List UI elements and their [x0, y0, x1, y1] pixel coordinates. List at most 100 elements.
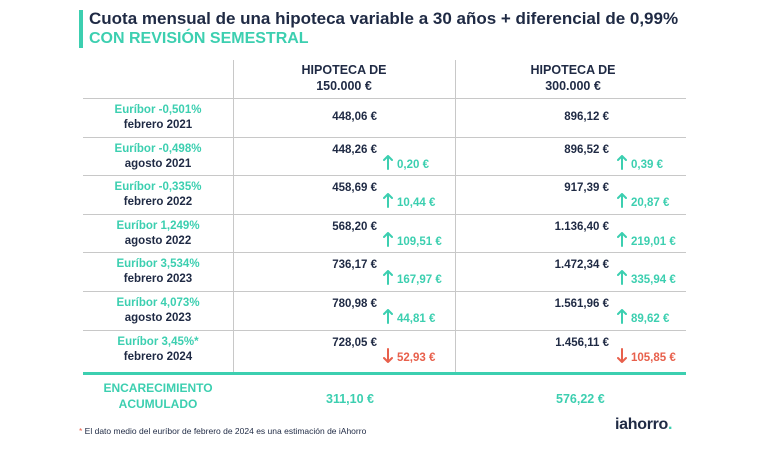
diff-150k-value: 52,93 € — [397, 351, 436, 364]
euribor-rate: Euríbor 4,073% — [116, 297, 200, 309]
table-row: Euríbor -0,501% febrero 2021 448,06 € 896,1… — [83, 99, 686, 137]
table-row: Euríbor 4,073% agosto 2023 780,98 € 44,81 €… — [83, 292, 686, 330]
column-divider — [455, 60, 456, 372]
diff-300k: 0,39 € — [617, 154, 663, 171]
arrow-down-icon — [617, 347, 627, 363]
euribor-cell: Euríbor -0,501% febrero 2021 — [83, 103, 233, 133]
row-divider — [233, 213, 686, 215]
euribor-date: febrero 2021 — [123, 119, 193, 131]
euribor-date: agosto 2021 — [124, 157, 192, 170]
total-label-line1: ENCARECIMIENTO — [103, 381, 213, 395]
diff-150k: 109,51 € — [383, 231, 442, 248]
diff-300k-value: 105,85 € — [631, 351, 676, 364]
diff-150k: 0,20 € — [383, 154, 429, 171]
diff-300k-value: 20,87 € — [631, 197, 670, 210]
diff-150k-value: 0,20 € — [397, 158, 429, 171]
diff-300k-value: 335,94 € — [631, 274, 676, 287]
table-row: Euríbor -0,498% agosto 2021 448,26 € 0,20 €… — [83, 138, 686, 176]
row-divider — [233, 136, 686, 138]
arrow-up-icon — [617, 154, 627, 170]
diff-300k-value: 219,01 € — [631, 235, 676, 248]
total-value-300k: 576,22 € — [556, 392, 605, 406]
euribor-date: agosto 2023 — [124, 312, 192, 324]
quota-150k: 448,26 € — [332, 143, 377, 156]
euribor-cell: Euríbor 3,534% febrero 2023 — [83, 257, 233, 287]
euribor-cell: Euríbor 4,073% agosto 2023 — [83, 296, 233, 326]
row-divider — [83, 329, 233, 331]
quota-300k: 1.561,96 € — [554, 298, 609, 310]
euribor-rate: Euríbor 3,45%* — [117, 335, 199, 348]
table-row: Euríbor 3,45%* febrero 2024 728,05 € 52,93 … — [83, 331, 686, 369]
row-divider — [233, 291, 686, 292]
euribor-date: agosto 2022 — [124, 234, 192, 247]
column-header-line: HIPOTECA DE — [530, 63, 616, 77]
diff-300k-value: 89,62 € — [631, 313, 670, 325]
table-row: Euríbor 1,249% agosto 2022 568,20 € 109,51 … — [83, 215, 686, 253]
euribor-cell: Euríbor 3,45%* febrero 2024 — [83, 335, 233, 365]
euribor-date: febrero 2023 — [123, 273, 193, 286]
row-divider — [83, 136, 233, 138]
row-divider — [83, 175, 233, 177]
arrow-up-icon — [383, 154, 393, 170]
diff-300k: 20,87 € — [617, 193, 669, 209]
column-header-amount: 150.000 € — [316, 79, 372, 93]
euribor-rate: Euríbor 1,249% — [116, 219, 200, 232]
row-divider — [233, 252, 686, 254]
diff-300k: 105,85 € — [617, 347, 676, 364]
quota-150k: 448,06 € — [332, 111, 377, 123]
arrow-down-icon — [383, 347, 393, 363]
euribor-rate: Euríbor -0,498% — [114, 142, 202, 155]
quota-300k: 1.456,11 € — [555, 336, 609, 349]
page-title: Cuota mensual de una hipoteca variable a… — [89, 9, 679, 28]
euribor-rate: Euríbor 3,534% — [116, 258, 200, 271]
iahorro-logo: iahorro. — [615, 416, 672, 434]
logo-text: iahorro — [615, 416, 669, 433]
diff-300k-value: 0,39 € — [631, 158, 663, 171]
arrow-up-icon — [383, 193, 393, 209]
euribor-rate: Euríbor -0,335% — [114, 181, 202, 194]
arrow-up-icon — [617, 193, 627, 209]
column-header-line: HIPOTECA DE — [301, 63, 387, 77]
row-divider — [83, 213, 233, 215]
row-divider — [83, 252, 233, 254]
euribor-cell: Euríbor -0,335% febrero 2022 — [83, 180, 233, 210]
footnote-text: El dato medio del euríbor de febrero de … — [82, 426, 367, 436]
mortgage-table: HIPOTECA DE 150.000 € HIPOTECA DE 300.00… — [83, 60, 686, 372]
footnote: * El dato medio del euríbor de febrero d… — [79, 426, 366, 436]
row-divider — [233, 329, 686, 331]
arrow-up-icon — [383, 231, 393, 247]
arrow-up-icon — [617, 231, 627, 247]
diff-150k-value: 10,44 € — [397, 197, 436, 210]
diff-300k: 335,94 € — [617, 270, 676, 286]
diff-300k: 89,62 € — [617, 309, 669, 325]
column-header-150k: HIPOTECA DE 150.000 € — [249, 62, 439, 94]
diff-300k: 219,01 € — [617, 231, 676, 248]
euribor-cell: Euríbor -0,498% agosto 2021 — [83, 142, 233, 172]
row-divider — [233, 175, 686, 177]
quota-300k: 896,52 € — [564, 143, 609, 156]
quota-150k: 780,98 € — [332, 298, 377, 310]
logo-dot: . — [668, 416, 673, 433]
quota-150k: 736,17 € — [332, 259, 377, 272]
page-subtitle: CON REVISIÓN SEMESTRAL — [89, 30, 309, 47]
arrow-up-icon — [617, 309, 627, 324]
arrow-up-icon — [383, 309, 393, 324]
table-row: Euríbor 3,534% febrero 2023 736,17 € 167,97… — [83, 253, 686, 291]
arrow-up-icon — [617, 270, 627, 286]
column-header-300k: HIPOTECA DE 300.000 € — [478, 62, 668, 94]
quota-300k: 896,12 € — [564, 111, 609, 123]
quota-300k: 1.472,34 € — [554, 259, 609, 272]
quota-150k: 568,20 € — [332, 220, 377, 233]
total-label-line2: ACUMULADO — [118, 397, 198, 411]
total-value-150k: 311,10 € — [326, 392, 374, 406]
euribor-cell: Euríbor 1,249% agosto 2022 — [83, 219, 233, 249]
total-divider — [83, 372, 686, 375]
diff-150k: 10,44 € — [383, 193, 435, 209]
table-row: Euríbor -0,335% febrero 2022 458,69 € 10,44… — [83, 176, 686, 214]
quota-150k: 728,05 € — [332, 336, 377, 349]
euribor-rate: Euríbor -0,501% — [114, 104, 202, 116]
diff-150k-value: 109,51 € — [397, 235, 442, 248]
diff-150k: 167,97 € — [383, 270, 442, 286]
quota-150k: 458,69 € — [332, 182, 377, 195]
arrow-up-icon — [383, 270, 393, 286]
